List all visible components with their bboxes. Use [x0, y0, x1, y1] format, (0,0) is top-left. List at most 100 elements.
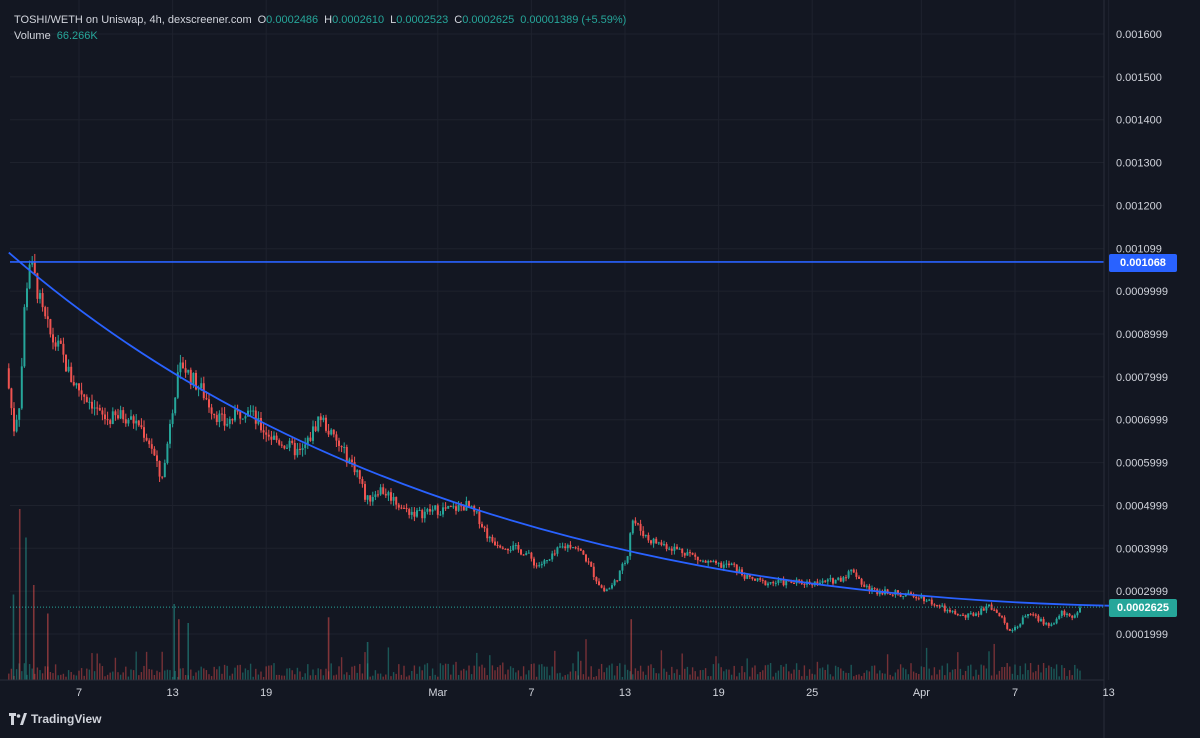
volume-bar — [67, 670, 70, 680]
candle-body — [1063, 610, 1066, 615]
volume-bar — [637, 670, 639, 680]
volume-bar — [231, 673, 234, 680]
candle-body — [31, 261, 34, 265]
open-label: O — [257, 14, 267, 26]
candle-body — [213, 413, 216, 416]
candle-body — [140, 425, 143, 428]
volume-bar — [374, 670, 377, 680]
candle-body — [626, 556, 629, 563]
volume-bar — [135, 651, 137, 680]
candle-body — [247, 410, 249, 417]
candle-body — [1011, 630, 1014, 632]
tradingview-brand[interactable]: TradingView — [9, 712, 101, 726]
candle-body — [335, 434, 338, 441]
candle-body — [330, 429, 333, 435]
volume-bar — [632, 674, 634, 680]
candle-body — [629, 533, 632, 557]
volume-bar — [31, 668, 33, 680]
candle-body — [717, 562, 720, 564]
volume-bar — [639, 665, 642, 680]
volume-bar — [1035, 671, 1037, 680]
candle-body — [205, 398, 208, 400]
volume-bar — [619, 663, 621, 680]
volume-bar — [296, 667, 299, 680]
volume-bar — [429, 675, 431, 680]
volume-bar — [47, 613, 49, 680]
candle-body — [158, 460, 161, 477]
volume-bar — [944, 675, 946, 680]
volume-bar — [946, 663, 949, 680]
volume-bar — [481, 664, 483, 680]
candle-body — [72, 382, 75, 386]
symbol-title[interactable]: TOSHI/WETH on Uniswap, 4h, dexscreener.c… — [14, 14, 252, 26]
volume-bar — [138, 675, 140, 680]
candle-body — [530, 552, 533, 559]
volume-bar — [496, 667, 499, 680]
volume-bar — [10, 668, 13, 680]
candle-body — [605, 589, 608, 592]
candle-body — [106, 419, 109, 421]
candle-body — [192, 372, 195, 386]
candle-body — [44, 307, 47, 317]
volume-bar — [715, 656, 717, 680]
volume-bar — [920, 666, 923, 680]
volume-bar — [561, 676, 564, 680]
candle-body — [236, 409, 239, 412]
volume-bar — [23, 663, 26, 680]
volume-bar — [52, 673, 54, 680]
volume-bar — [169, 670, 171, 680]
volume-bar — [132, 670, 135, 680]
candle-body — [546, 560, 548, 562]
candle-body — [332, 429, 335, 435]
volume-bar — [1079, 670, 1081, 680]
volume-bar — [398, 664, 400, 680]
candle-body — [839, 577, 842, 582]
volume-bar — [187, 623, 189, 680]
volume-bar — [281, 675, 283, 680]
candle-body — [1006, 622, 1009, 629]
volume-bar — [403, 665, 405, 680]
candle-body — [930, 599, 933, 605]
price-tick-label: 0.0009999 — [1116, 286, 1168, 298]
volume-bar — [863, 672, 865, 680]
candle-body — [254, 410, 257, 424]
volume-bar — [548, 675, 551, 680]
price-tick-label: 0.0002999 — [1116, 586, 1168, 598]
volume-bar — [918, 673, 920, 680]
candle-body — [395, 496, 398, 505]
volume-bar — [775, 672, 777, 680]
price-axis[interactable]: 0.001600 0.001500 0.001400 0.001300 0.001200… — [1116, 29, 1168, 641]
candle-body — [577, 548, 580, 550]
volume-bar — [876, 673, 878, 680]
candle-body — [860, 578, 863, 585]
candle-body — [735, 564, 738, 573]
volume-bar — [70, 672, 72, 680]
candle-body — [1060, 610, 1063, 616]
time-axis[interactable]: 7 13 19 Mar 7 13 19 25 Apr 7 13 — [76, 687, 1115, 699]
legend-header: TOSHI/WETH on Uniswap, 4h, dexscreener.c… — [14, 12, 626, 44]
volume-bar — [208, 674, 210, 680]
volume-bar — [288, 668, 291, 680]
candle-body — [949, 610, 951, 612]
volume-bar — [884, 673, 886, 680]
candle-body — [18, 408, 21, 420]
volume-bar — [678, 674, 681, 680]
volume-label: Volume — [14, 30, 51, 42]
volume-bar — [509, 666, 512, 680]
trend-curve[interactable] — [8, 251, 1133, 608]
volume-bar — [684, 668, 686, 680]
volume-bar — [949, 672, 951, 680]
volume-bar — [1037, 664, 1040, 680]
candle-body — [267, 434, 270, 437]
volume-bar — [832, 676, 834, 680]
candle-body — [46, 316, 49, 320]
volume-bar — [933, 667, 936, 680]
candle-body — [928, 599, 931, 601]
volume-bar — [65, 676, 67, 680]
candle-body — [618, 570, 621, 581]
volume-bar — [273, 663, 275, 680]
candle-body — [364, 484, 366, 500]
volume-bar — [788, 671, 790, 680]
candle-body — [525, 553, 528, 555]
